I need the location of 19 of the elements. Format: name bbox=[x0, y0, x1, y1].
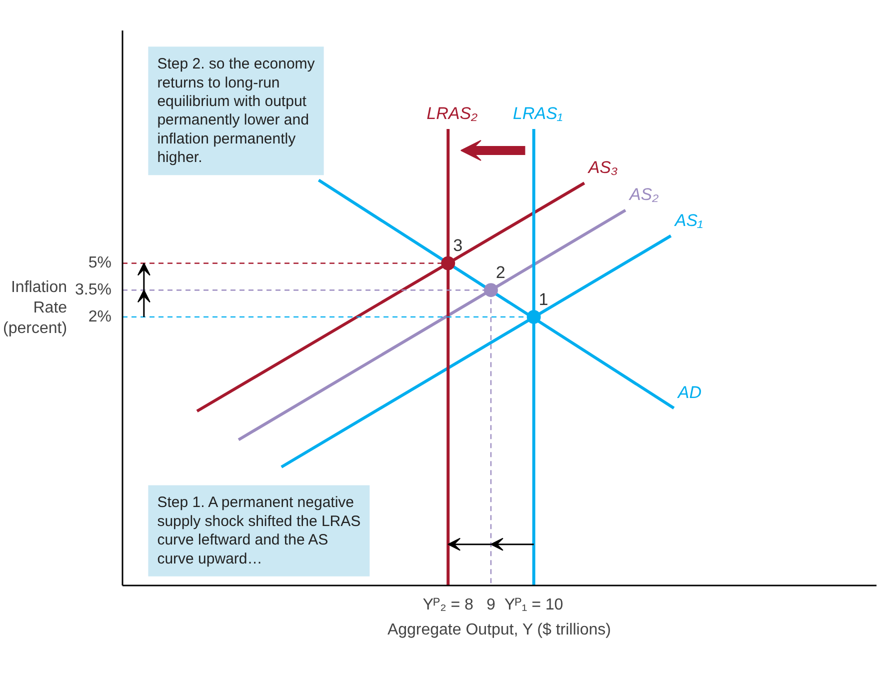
annotation: Step 1. A permanent negative supply shock shifted the LRAS curve leftward and the AS curve upward… bbox=[157, 494, 361, 568]
x-tick-label: 9 bbox=[486, 596, 496, 614]
series-label: AS₂ bbox=[628, 185, 660, 204]
series-label: AS₁ bbox=[674, 210, 703, 230]
y-axis-title: Inflation Rate (percent) bbox=[3, 279, 68, 337]
x-tick-label: Yᴾ₁ = 10 bbox=[504, 596, 564, 614]
annotation: 1 bbox=[538, 290, 548, 309]
y-tick-label: 3.5% bbox=[75, 282, 112, 299]
annotation: 3 bbox=[453, 236, 463, 256]
series-label: LRAS₂ bbox=[426, 104, 478, 123]
x-tick-label: Yᴾ₂ = 8 bbox=[422, 596, 474, 614]
y-tick-label: 2% bbox=[88, 308, 112, 326]
x-axis-title: Aggregate Output, Y ($ trillions) bbox=[387, 622, 611, 638]
y-tick-label: 5% bbox=[88, 254, 112, 272]
series-label: AD bbox=[676, 383, 702, 402]
annotation: 2 bbox=[496, 263, 506, 282]
series-label: AS₃ bbox=[587, 158, 618, 178]
series-label: LRAS₁ bbox=[512, 104, 563, 123]
annotation: Step 2. so the economy returns to long-run equilibrium with output permanently lower and inflation permanently higher. bbox=[157, 56, 316, 166]
